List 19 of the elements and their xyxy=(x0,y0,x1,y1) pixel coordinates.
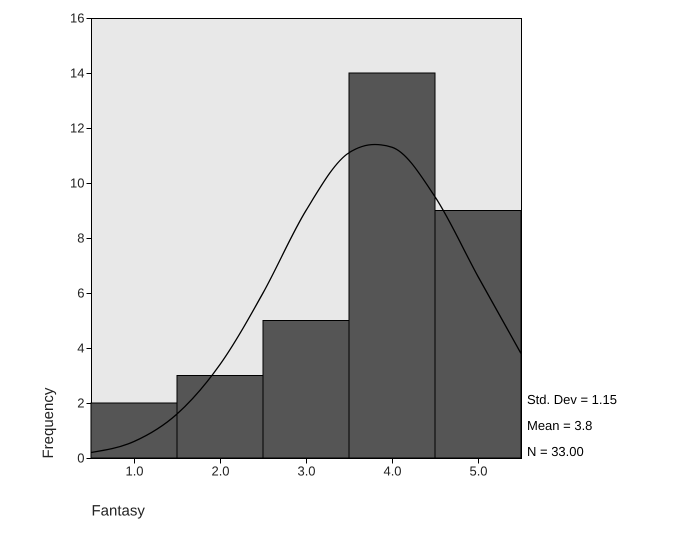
y-tick-label: 2 xyxy=(77,396,84,410)
text: Std. Dev = 1.15 xyxy=(527,392,617,407)
y-tick-label: 14 xyxy=(70,66,84,80)
x-tick-label: 4.0 xyxy=(383,464,402,478)
y-axis-title: Frequency xyxy=(40,387,58,458)
y-tick-label: 10 xyxy=(70,176,84,190)
x-axis-title: Fantasy xyxy=(92,502,146,520)
y-tick-label: 0 xyxy=(77,450,84,466)
x-tick-label: 2.0 xyxy=(211,464,230,478)
y-tick-label: 16 xyxy=(70,10,84,26)
x-tick-label: 3.0 xyxy=(297,464,316,478)
y-tick-label: 12 xyxy=(70,120,84,136)
x-tick-label: 1.0 xyxy=(125,464,144,478)
y-tick-label: 8 xyxy=(77,230,84,246)
y-tick-label: 6 xyxy=(77,286,84,300)
x-tick-label: 5.0 xyxy=(469,464,488,478)
text: Mean = 3.8 xyxy=(527,418,592,433)
text: N = 33.00 xyxy=(527,444,584,459)
y-tick-label: 4 xyxy=(77,340,84,356)
